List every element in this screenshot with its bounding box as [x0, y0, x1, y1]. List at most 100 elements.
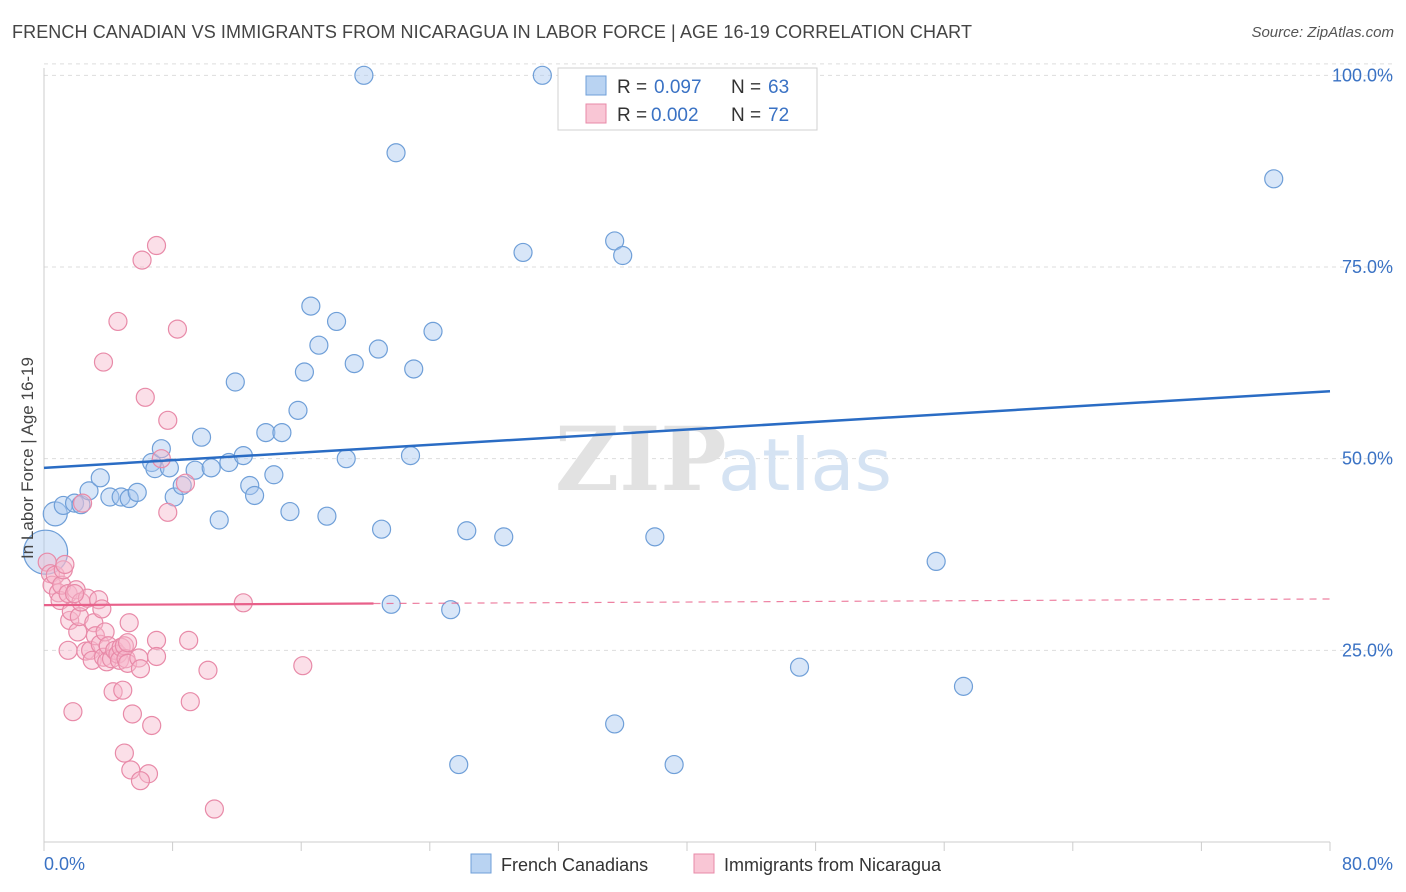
- chart-source: Source: ZipAtlas.com: [1251, 24, 1394, 41]
- point-french-canadians-33: [309, 335, 329, 355]
- trend-lines: [43, 389, 1331, 607]
- point-nicaragua-51: [142, 715, 162, 736]
- legend-r-label-1: R =: [617, 77, 652, 98]
- point-french-canadians-46: [441, 600, 461, 620]
- point-nicaragua-44: [122, 704, 143, 724]
- point-nicaragua-39: [114, 743, 134, 763]
- point-french-canadians-18: [191, 427, 212, 447]
- gridlines: [44, 63, 1394, 651]
- point-french-canadians-57: [789, 657, 810, 677]
- axes: [43, 68, 1331, 851]
- point-french-canadians-24: [240, 475, 260, 496]
- point-nicaragua-47: [130, 659, 151, 679]
- point-nicaragua-68: [93, 352, 114, 372]
- legend-bottom-swatch-french-canadians: [470, 853, 492, 874]
- legend-n-label-1: N =: [731, 77, 766, 98]
- legend-n-value-1: 63: [768, 77, 789, 98]
- point-nicaragua-67: [108, 311, 128, 332]
- point-nicaragua-22: [82, 650, 102, 670]
- point-nicaragua-12: [58, 640, 78, 660]
- point-french-canadians-55: [645, 527, 665, 547]
- point-french-canadians-17: [185, 460, 205, 480]
- point-nicaragua-42: [117, 653, 138, 673]
- legend-series: French Canadians Immigrants from Nicarag…: [470, 853, 942, 875]
- point-french-canadians-51: [532, 65, 552, 85]
- trend-line-nicaragua-dashed: [373, 598, 1331, 605]
- point-french-canadians-54: [605, 714, 625, 734]
- y-tick-label-100: 100.0%: [1332, 65, 1393, 85]
- point-french-canadians-59: [953, 676, 974, 696]
- point-french-canadians-38: [354, 65, 374, 85]
- point-french-canadians-30: [288, 400, 308, 420]
- y-tick-label-50: 50.0%: [1342, 449, 1393, 469]
- point-french-canadians-37: [344, 354, 364, 374]
- point-french-canadians-32: [301, 296, 321, 316]
- trend-line-french-canadians: [43, 389, 1331, 470]
- watermark-atlas: atlas: [718, 423, 892, 507]
- point-french-canadians-43: [400, 446, 421, 466]
- point-french-canadians-58: [926, 551, 946, 572]
- point-nicaragua-62: [204, 799, 224, 819]
- y-axis-label: In Labor Force | Age 16-19: [18, 357, 37, 559]
- point-nicaragua-52: [146, 630, 167, 650]
- legend-n-label-2: N =: [731, 105, 766, 126]
- legend-r-label-2: R =: [617, 105, 652, 126]
- point-nicaragua-8: [55, 554, 75, 575]
- point-french-canadians-52: [605, 231, 625, 251]
- legend-correlation: R = 0.097 N = 63 R = 0.002 N = 72: [557, 67, 818, 131]
- point-nicaragua-57: [167, 319, 188, 339]
- y-tick-label-25: 25.0%: [1342, 640, 1393, 660]
- point-french-canadians-3: [64, 493, 85, 513]
- watermark: ZIP atlas: [555, 407, 892, 511]
- point-french-canadians-25: [244, 485, 265, 506]
- point-nicaragua-18: [72, 493, 93, 513]
- point-nicaragua-59: [179, 630, 199, 650]
- legend-r-value-2: 0.002: [651, 105, 699, 126]
- point-french-canadians-45: [423, 321, 443, 341]
- point-french-canadians-12: [145, 459, 165, 479]
- point-french-canadians-35: [326, 311, 347, 332]
- point-french-canadians-56: [664, 754, 684, 775]
- point-french-canadians-34: [317, 506, 337, 526]
- point-french-canadians-39: [368, 339, 388, 359]
- point-french-canadians-7: [100, 487, 120, 507]
- legend-bottom-label-french-canadians: French Canadians: [501, 855, 648, 875]
- data-points: [23, 65, 1284, 819]
- point-nicaragua-43: [119, 613, 139, 633]
- point-nicaragua-70: [64, 583, 85, 604]
- trend-line-nicaragua-solid: [43, 602, 374, 607]
- point-nicaragua-48: [132, 250, 152, 270]
- y-tick-label-75: 75.0%: [1342, 257, 1393, 277]
- point-french-canadians-22: [225, 372, 245, 392]
- legend-bottom-swatch-nicaragua: [693, 853, 715, 874]
- point-french-canadians-49: [494, 527, 514, 547]
- point-french-canadians-5: [79, 481, 99, 501]
- point-nicaragua-64: [293, 656, 313, 676]
- point-nicaragua-54: [151, 449, 171, 469]
- point-nicaragua-38: [113, 680, 133, 700]
- point-nicaragua-49: [135, 387, 155, 407]
- point-nicaragua-13: [63, 702, 83, 722]
- x-tick-label-0: 0.0%: [44, 854, 85, 874]
- legend-bottom-label-nicaragua: Immigrants from Nicaragua: [724, 855, 942, 875]
- point-french-canadians-44: [404, 359, 424, 379]
- watermark-zip: ZIP: [555, 407, 727, 511]
- point-nicaragua-55: [158, 410, 178, 430]
- legend-r-value-1: 0.097: [654, 77, 702, 98]
- point-nicaragua-27: [92, 599, 112, 619]
- point-nicaragua-69: [117, 633, 138, 653]
- point-french-canadians-13: [151, 439, 171, 459]
- point-french-canadians-28: [272, 423, 292, 443]
- point-french-canadians-53: [613, 245, 633, 266]
- point-french-canadians-10: [127, 482, 147, 502]
- point-nicaragua-60: [180, 692, 200, 712]
- point-french-canadians-41: [381, 594, 401, 614]
- point-nicaragua-16: [69, 606, 89, 627]
- point-french-canadians-47: [449, 754, 469, 775]
- point-french-canadians-19: [201, 458, 221, 478]
- point-nicaragua-56: [158, 502, 178, 522]
- point-nicaragua-63: [233, 593, 253, 613]
- point-french-canadians-6: [90, 468, 110, 488]
- point-french-canadians-60: [1264, 169, 1284, 189]
